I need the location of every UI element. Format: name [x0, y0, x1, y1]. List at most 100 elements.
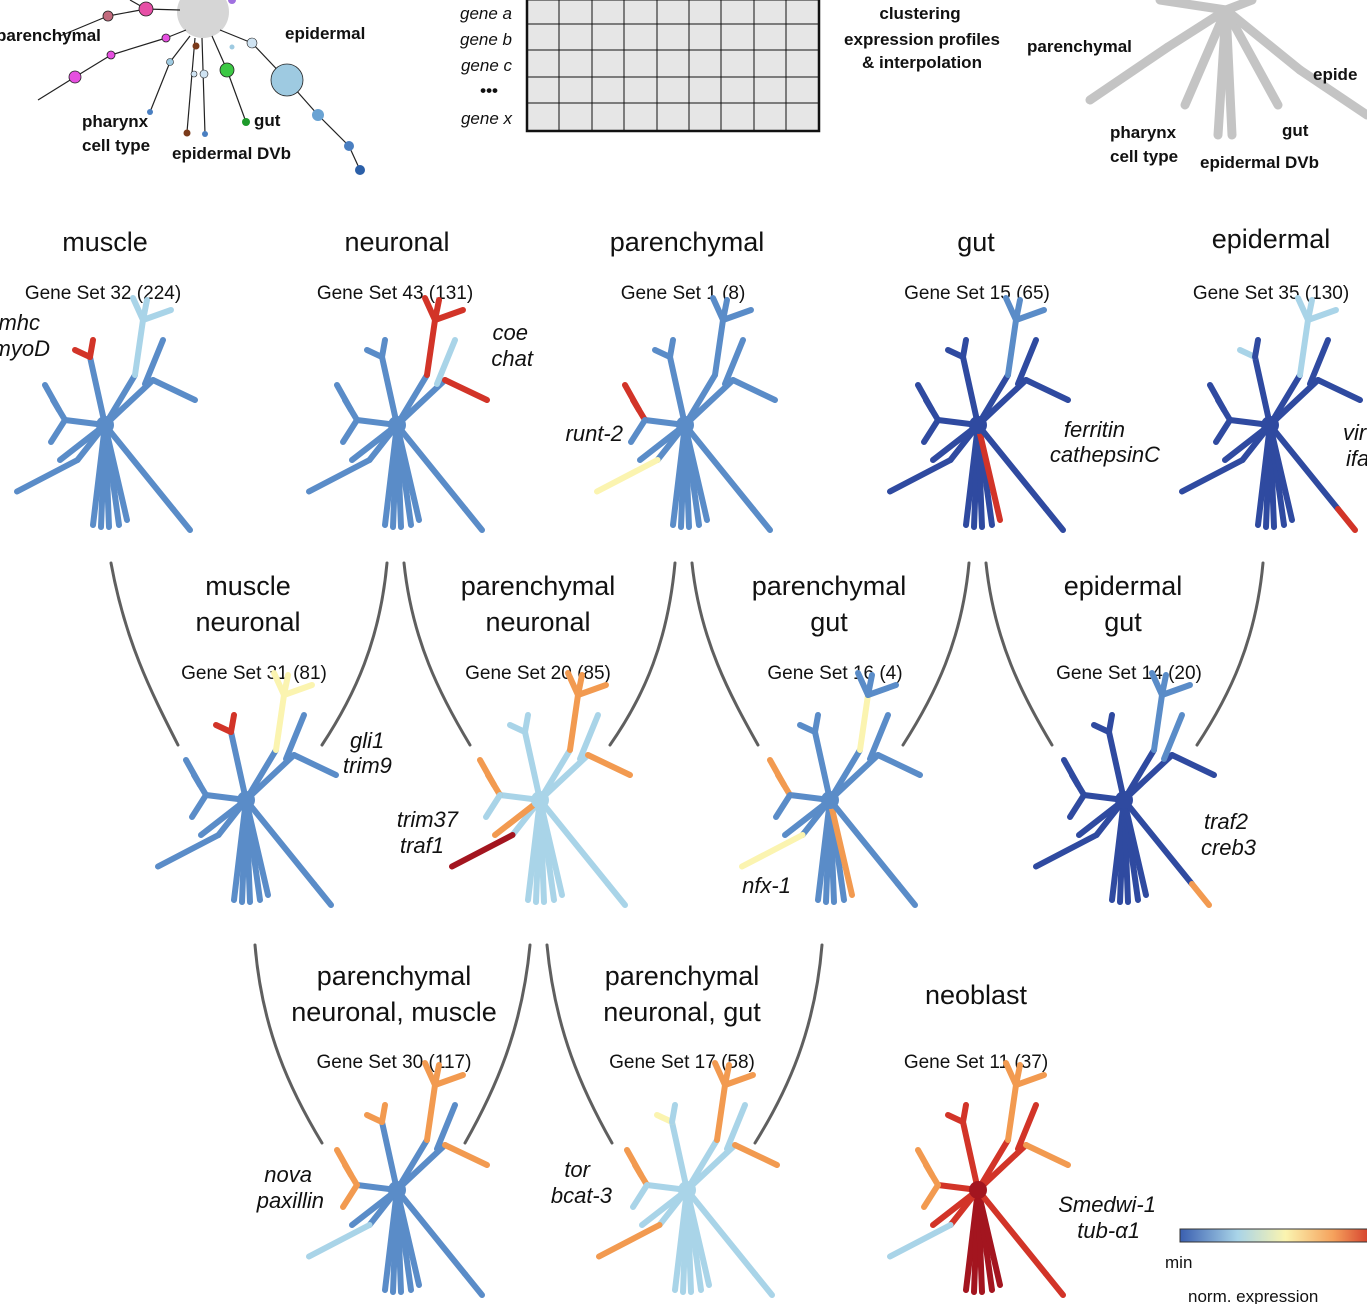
top-label-pharynx: pharynx — [82, 112, 149, 131]
tree-branch — [930, 422, 981, 463]
panel-title: parenchymal — [610, 227, 765, 257]
tree-branch — [132, 317, 146, 378]
tree-branch — [432, 1072, 466, 1088]
tree-branch — [720, 297, 730, 323]
tree-branch — [960, 1102, 969, 1125]
tree-branch — [887, 457, 954, 495]
tree-branch — [594, 457, 661, 495]
tree-branch — [960, 1119, 981, 1193]
gene-name: chat — [491, 346, 533, 371]
tree-branch — [102, 422, 176, 512]
tree-branch — [1189, 881, 1212, 908]
gene-name: coe — [493, 320, 528, 345]
top-label-epidermal-dvb: epidermal DVb — [172, 144, 291, 163]
tree-branch — [379, 354, 400, 428]
expression-tree-muscle — [14, 295, 198, 533]
tree-branch — [915, 1147, 935, 1178]
tree-branch — [243, 797, 271, 898]
tree-branch — [1121, 752, 1175, 803]
gene-set-label: Gene Set 14 (20) — [1056, 663, 1202, 684]
tree-branch — [394, 372, 430, 428]
tree-branch — [1161, 712, 1185, 762]
tree-branch — [722, 337, 746, 387]
tree-branch — [522, 712, 531, 735]
tree-branch — [585, 752, 633, 778]
tree-branch — [442, 377, 490, 403]
gene-set-label: Gene Set 16 (4) — [767, 663, 902, 684]
expression-tree-gut — [887, 295, 1071, 533]
tree-branch — [1252, 337, 1261, 360]
right-label-epidermal-dvb: epidermal DVb — [1200, 153, 1319, 172]
right-label-gut: gut — [1282, 121, 1309, 140]
tree-branch — [605, 881, 628, 908]
tree-branch — [975, 372, 1011, 428]
tree-branch — [575, 682, 609, 698]
tree-branch — [87, 337, 96, 360]
tree-branch — [228, 729, 249, 803]
tree-branch — [1169, 752, 1217, 778]
tree-branch — [1013, 1062, 1023, 1088]
top-label-cell-type: cell type — [82, 136, 150, 155]
expression-tree-pnm — [306, 1060, 490, 1298]
tree-branch — [1015, 1102, 1039, 1152]
tree-branch — [1013, 1072, 1047, 1088]
tree-branch — [867, 712, 891, 762]
tree-branch — [767, 757, 787, 788]
matrix-row-label: gene c — [461, 56, 513, 75]
tree-branch — [812, 712, 821, 735]
tree-branch — [379, 337, 388, 360]
gene-name: mhc — [0, 310, 40, 335]
gene-name: creb3 — [1201, 835, 1257, 860]
tree-branch — [349, 422, 400, 463]
panel-title: parenchymal — [752, 571, 907, 601]
tree-branch — [1121, 797, 1149, 898]
tree-branch — [291, 752, 339, 778]
tree-branch — [773, 792, 793, 820]
gene-name: trim9 — [343, 753, 392, 778]
tree-branch — [243, 797, 317, 887]
tree-branch — [1121, 747, 1157, 803]
top-lineage-tree: parenchymal epidermal pharynx cell type … — [0, 0, 365, 175]
tree-branch — [915, 382, 935, 413]
top-label-epidermal: epidermal — [285, 24, 365, 43]
tree-branch — [424, 1082, 438, 1143]
tree-branch — [827, 797, 855, 898]
tree-branch — [150, 377, 198, 403]
gene-set-label: Gene Set 35 (130) — [1193, 283, 1349, 304]
tree-branch — [782, 797, 833, 838]
gene-name: nfx-1 — [742, 873, 791, 898]
tree-branch — [1222, 422, 1273, 463]
tree-branch — [432, 307, 466, 323]
tree-branch — [1159, 682, 1193, 698]
tree-branch — [102, 377, 156, 428]
connector-arcs — [109, 561, 1265, 1145]
tree-hub — [96, 416, 114, 434]
gene-name: runt-2 — [566, 421, 623, 446]
tree-branch — [1315, 377, 1363, 403]
tree-branch — [281, 682, 315, 698]
tree-branch — [198, 797, 249, 838]
expression-tree-neo — [887, 1060, 1071, 1298]
tree-branch — [140, 297, 150, 323]
tree-branch — [1005, 1082, 1019, 1143]
tree-branch — [1023, 377, 1071, 403]
legend-min-label: min — [1165, 1253, 1192, 1272]
gene-name: gli1 — [350, 728, 384, 753]
panel-title: gut — [1104, 607, 1142, 637]
gene-name: Smedwi-1 — [1058, 1192, 1156, 1217]
tree-branch — [684, 1137, 720, 1193]
expression-tree-thumbnails — [14, 295, 1363, 1298]
expression-tree-epid — [1179, 295, 1363, 533]
tree-branch — [622, 382, 642, 413]
tree-branch — [1005, 317, 1019, 378]
tree-branch — [1043, 506, 1066, 533]
tree-branch — [424, 317, 438, 378]
gene-name: nova — [264, 1162, 312, 1187]
tree-branch — [537, 797, 565, 898]
tree-branch — [577, 712, 601, 762]
tree-hub — [821, 791, 839, 809]
matrix-row-label: gene a — [460, 4, 512, 23]
tree-branch — [1307, 337, 1331, 387]
tree-branch — [394, 422, 468, 512]
tree-branch — [243, 747, 279, 803]
